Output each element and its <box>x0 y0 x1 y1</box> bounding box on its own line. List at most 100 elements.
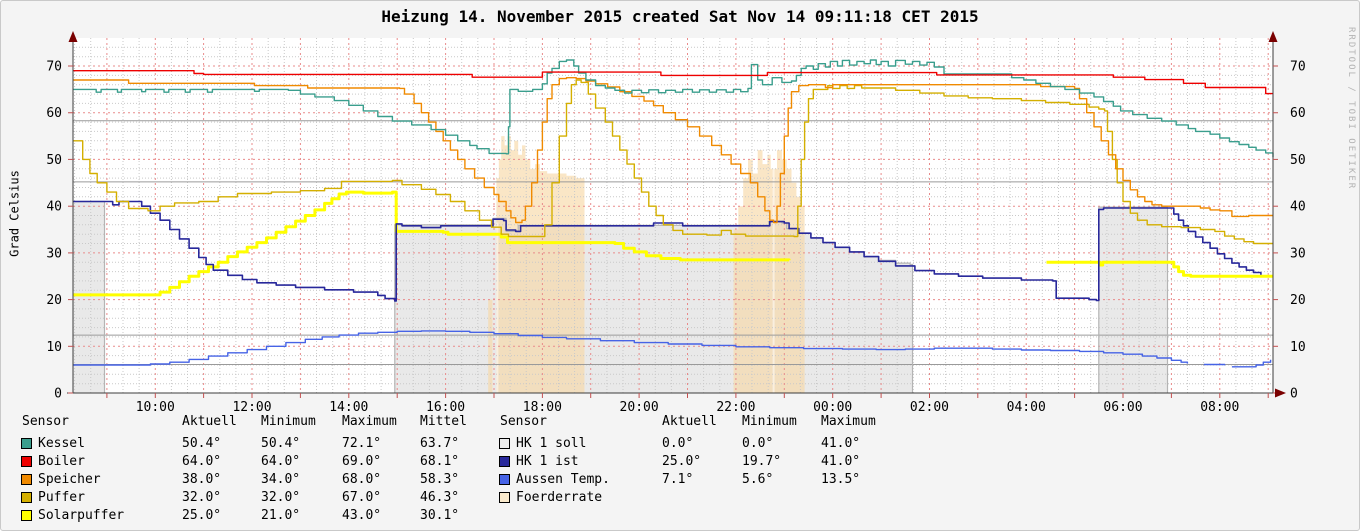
legend-value: 19.7° <box>742 454 782 469</box>
legend-value: 41.0° <box>821 436 861 451</box>
legend-swatch <box>21 474 32 485</box>
axis-ticks <box>68 65 1278 398</box>
legend-value: 46.3° <box>420 490 460 505</box>
legend-value: 34.0° <box>261 472 301 487</box>
legend-label: Foerderrate <box>516 490 603 505</box>
series-puffer <box>73 79 1273 245</box>
legend-label: Kessel <box>38 436 85 451</box>
legend-label: Aussen Temp. <box>516 472 610 487</box>
legend-value: 0.0° <box>742 436 774 451</box>
foerderrate-band-1 <box>496 136 585 393</box>
legend-value: 0.0° <box>662 436 694 451</box>
axis-tick-label: 16:00 <box>426 400 465 411</box>
axis-tick-label: 30 <box>46 246 62 261</box>
grid-major <box>73 38 1273 393</box>
axis-tick-label: 10 <box>46 340 62 355</box>
axis-arrow-up <box>68 31 78 42</box>
axis-tick-label: 0 <box>54 387 62 402</box>
legend-value: 58.3° <box>420 472 460 487</box>
legend-swatch <box>21 456 32 467</box>
legend-header-minimum: Minimum <box>261 414 316 429</box>
axis-arrow-up <box>1268 31 1278 42</box>
foerderrate-sliver <box>488 299 493 393</box>
axis-tick-label: 22:00 <box>716 400 755 411</box>
legend-value: 32.0° <box>182 490 222 505</box>
legend-label: HK 1 ist <box>516 454 579 469</box>
legend-value: 25.0° <box>662 454 702 469</box>
grid-minor <box>73 38 1273 393</box>
legend-header-mittel: Mittel <box>420 414 467 429</box>
legend-value: 21.0° <box>261 508 301 523</box>
axis-arrow-right <box>1275 388 1286 398</box>
legend-label: Puffer <box>38 490 85 505</box>
series-aussen-temp <box>73 330 1189 366</box>
axis-tick-label: 20:00 <box>620 400 659 411</box>
legend-swatch <box>499 438 510 449</box>
series-hk1-ist <box>73 200 1262 302</box>
legend-value: 50.4° <box>182 436 222 451</box>
legend-label: HK 1 soll <box>516 436 587 451</box>
legend-header-aktuell: Aktuell <box>662 414 717 429</box>
legend-header-aktuell: Aktuell <box>182 414 237 429</box>
legend-swatch <box>21 492 32 503</box>
legend-swatch <box>499 474 510 485</box>
axis-tick-label: 60 <box>1290 106 1306 121</box>
axis-tick-label: 30 <box>1290 246 1306 261</box>
legend-value: 7.1° <box>662 472 694 487</box>
legend-value: 41.0° <box>821 454 861 469</box>
legend-value: 68.0° <box>342 472 382 487</box>
legend-swatch <box>21 438 32 449</box>
legend-label: Speicher <box>38 472 101 487</box>
legend-value: 30.1° <box>420 508 460 523</box>
legend-header-sensor: Sensor <box>500 414 547 429</box>
legend-label: Solarpuffer <box>38 508 125 523</box>
legend-swatch <box>21 510 32 521</box>
series-kessel <box>73 59 1274 158</box>
data-gap-marker <box>496 222 499 394</box>
legend-value: 38.0° <box>182 472 222 487</box>
axis-tick-label: 00:00 <box>813 400 852 411</box>
axis-tick-label: 06:00 <box>1103 400 1142 411</box>
legend-value: 67.0° <box>342 490 382 505</box>
axis-tick-label: 02:00 <box>910 400 949 411</box>
hk1-soll-area-a <box>73 201 105 393</box>
legend-value: 68.1° <box>420 454 460 469</box>
axis-tick-label: 14:00 <box>329 400 368 411</box>
axis-tick-label: 70 <box>46 60 62 75</box>
axis-tick-label: 40 <box>1290 200 1306 215</box>
legend-swatch <box>499 456 510 467</box>
legend-swatch <box>499 492 510 503</box>
rrdtool-watermark: RRDTOOL / TOBI OETIKER <box>1346 27 1356 191</box>
axis-tick-label: 10 <box>1290 340 1306 355</box>
series-aussen-temp <box>1203 363 1226 366</box>
series-aussen-temp <box>1231 359 1272 368</box>
axis-tick-label: 50 <box>46 153 62 168</box>
legend-header-sensor: Sensor <box>22 414 69 429</box>
axis-tick-label: 12:00 <box>232 400 271 411</box>
axis-tick-label: 0 <box>1290 387 1298 402</box>
axis-tick-label: 40 <box>46 200 62 215</box>
legend-value: 32.0° <box>261 490 301 505</box>
series-boiler <box>73 70 1273 95</box>
legend-value: 64.0° <box>261 454 301 469</box>
axes <box>67 38 1279 394</box>
legend-value: 50.4° <box>261 436 301 451</box>
series-solarpuffer <box>73 190 791 297</box>
axis-tick-label: 20 <box>1290 293 1306 308</box>
legend-header-maximum: Maximum <box>821 414 876 429</box>
axis-tick-label: 70 <box>1290 60 1306 75</box>
series-solarpuffer <box>1046 260 1273 278</box>
legend-value: 43.0° <box>342 508 382 523</box>
legend-header-minimum: Minimum <box>742 414 797 429</box>
legend-value: 13.5° <box>821 472 861 487</box>
legend-value: 63.7° <box>420 436 460 451</box>
legend-header-maximum: Maximum <box>342 414 397 429</box>
legend-value: 69.0° <box>342 454 382 469</box>
axis-tick-label: 50 <box>1290 153 1306 168</box>
series-speicher <box>73 77 1273 224</box>
axis-tick-label: 04:00 <box>1007 400 1046 411</box>
axis-tick-label: 08:00 <box>1200 400 1239 411</box>
axis-tick-label: 20 <box>46 293 62 308</box>
data-gap-marker <box>772 159 775 394</box>
